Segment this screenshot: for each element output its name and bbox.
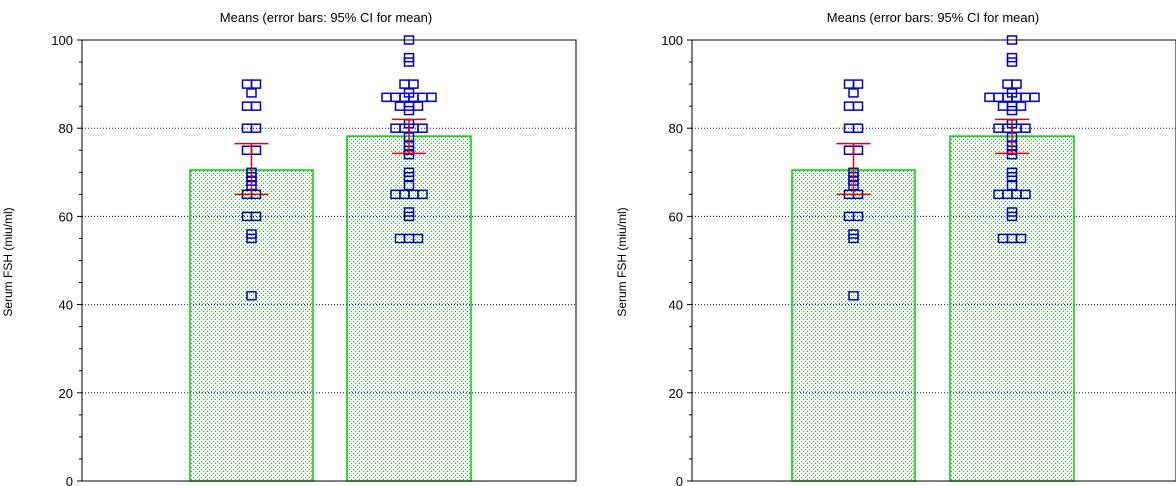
data-point <box>426 92 437 103</box>
data-point <box>394 101 406 111</box>
data-point <box>412 233 424 244</box>
y-tick-label: 20 <box>669 386 683 401</box>
data-point <box>848 291 859 301</box>
y-tick-label: 100 <box>661 33 683 48</box>
y-tick-label: 60 <box>59 209 73 224</box>
data-point <box>246 229 257 239</box>
data-point <box>390 92 401 103</box>
data-point <box>403 88 415 98</box>
data-point <box>250 145 262 155</box>
y-tick-label: 40 <box>669 298 683 313</box>
data-point <box>852 79 864 89</box>
data-point <box>1002 79 1013 89</box>
data-point <box>417 92 428 103</box>
data-point <box>1006 167 1018 178</box>
data-point <box>417 189 428 200</box>
data-point <box>403 180 415 191</box>
data-point <box>250 79 262 89</box>
data-point <box>403 52 415 63</box>
data-point <box>848 88 859 98</box>
y-tick-label: 0 <box>676 474 683 486</box>
data-point <box>1011 79 1022 89</box>
data-point <box>408 79 419 89</box>
plot-frame <box>81 39 577 482</box>
chart-panel-right: Means (error bars: 95% CI for mean) Seru… <box>615 10 1176 486</box>
data-point <box>1006 207 1018 217</box>
chart-title: Means (error bars: 95% CI for mean) <box>220 10 432 25</box>
data-point <box>852 211 864 222</box>
data-point <box>412 101 424 111</box>
data-point <box>1020 189 1031 200</box>
chart-panel-left: Means (error bars: 95% CI for mean) Seru… <box>1 10 577 486</box>
data-point <box>843 101 855 111</box>
data-point <box>403 167 415 178</box>
y-axis-label: Serum FSH (miu/ml) <box>1 207 15 316</box>
data-point <box>246 88 257 98</box>
y-tick-label: 80 <box>669 121 683 136</box>
data-point <box>417 123 428 133</box>
data-point <box>852 145 864 155</box>
y-tick-label: 40 <box>59 298 73 313</box>
data-point <box>1029 92 1040 103</box>
data-point <box>1015 233 1027 244</box>
data-point <box>1006 88 1018 98</box>
data-point <box>246 291 257 301</box>
data-point <box>250 211 262 222</box>
data-point <box>399 79 410 89</box>
data-point <box>843 145 855 155</box>
bar <box>346 135 472 482</box>
data-point <box>1020 92 1031 103</box>
data-point <box>250 101 262 111</box>
data-point <box>852 123 864 133</box>
data-point <box>993 92 1004 103</box>
data-point <box>997 101 1009 111</box>
bar <box>791 169 916 482</box>
y-tick-label: 0 <box>66 474 73 486</box>
bar <box>189 169 314 482</box>
data-point <box>250 123 262 133</box>
data-point <box>848 229 859 239</box>
chart-title: Means (error bars: 95% CI for mean) <box>827 10 1039 25</box>
y-tick-label: 60 <box>669 209 683 224</box>
data-point <box>403 207 415 217</box>
data-point <box>1015 101 1027 111</box>
data-point <box>241 145 253 155</box>
data-point <box>381 92 392 103</box>
data-point <box>843 79 855 89</box>
y-tick-label: 20 <box>59 386 73 401</box>
bar <box>949 135 1075 482</box>
y-axis-label: Serum FSH (miu/ml) <box>615 207 629 316</box>
data-point <box>241 79 253 89</box>
data-point <box>390 123 401 133</box>
plot-frame <box>691 39 1176 482</box>
data-point <box>984 92 995 103</box>
y-tick-label: 80 <box>59 121 73 136</box>
data-point <box>1006 180 1018 191</box>
data-point <box>1006 52 1018 63</box>
data-point <box>852 101 864 111</box>
data-point <box>241 101 253 111</box>
data-point <box>1020 123 1031 133</box>
y-tick-label: 100 <box>51 33 73 48</box>
